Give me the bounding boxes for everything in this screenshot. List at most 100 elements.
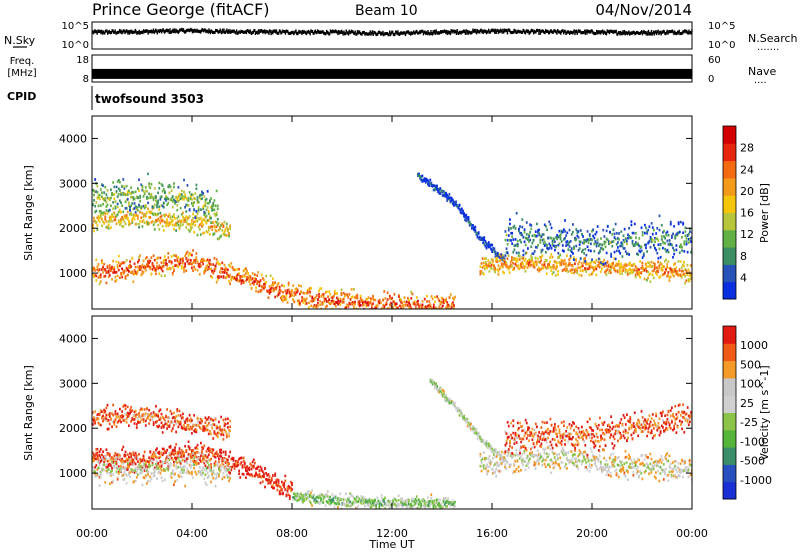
range-cell xyxy=(135,271,138,275)
range-cell xyxy=(160,464,163,468)
range-cell xyxy=(147,221,149,224)
range-cell xyxy=(450,302,453,306)
range-cell xyxy=(281,295,283,299)
range-cell xyxy=(546,228,548,232)
range-cell xyxy=(311,300,314,303)
range-cell xyxy=(401,301,404,305)
range-cell xyxy=(232,277,235,280)
range-cell xyxy=(125,207,128,210)
range-cell xyxy=(122,261,125,265)
range-cell xyxy=(139,461,142,464)
range-cell xyxy=(99,204,102,207)
range-cell xyxy=(605,229,608,233)
range-cell xyxy=(141,270,144,273)
range-cell xyxy=(134,214,137,217)
range-cell xyxy=(371,307,373,309)
range-cell xyxy=(108,415,111,418)
range-cell xyxy=(189,466,192,469)
range-cell xyxy=(144,204,147,207)
range-cell xyxy=(153,220,156,224)
range-cell xyxy=(485,257,487,260)
range-cell xyxy=(528,235,530,238)
range-cell xyxy=(191,450,193,454)
range-cell xyxy=(669,267,672,270)
range-cell xyxy=(296,290,299,293)
noise-point xyxy=(421,29,423,33)
range-cell xyxy=(224,234,227,237)
range-cell xyxy=(491,243,494,247)
range-cell xyxy=(95,416,98,420)
range-cell xyxy=(674,236,677,240)
range-cell xyxy=(407,304,409,307)
range-cell xyxy=(98,423,101,426)
range-cell xyxy=(680,276,683,279)
range-cell xyxy=(534,260,537,264)
range-cell xyxy=(572,223,574,226)
range-cell xyxy=(141,470,144,474)
range-cell xyxy=(209,466,211,470)
range-cell xyxy=(666,239,669,243)
range-cell xyxy=(97,454,100,458)
range-cell xyxy=(487,245,490,249)
range-cell xyxy=(667,250,670,254)
range-cell xyxy=(101,211,103,215)
range-cell xyxy=(351,301,354,304)
range-cell xyxy=(653,243,655,247)
range-cell xyxy=(215,221,218,224)
noise-point xyxy=(281,29,284,33)
noise-point xyxy=(654,30,656,34)
range-cell xyxy=(119,276,121,280)
range-cell xyxy=(524,269,527,273)
range-cell xyxy=(684,268,687,271)
range-cell xyxy=(584,239,587,243)
noise-point xyxy=(171,29,173,33)
range-cell xyxy=(184,254,187,258)
range-cell xyxy=(134,270,137,274)
range-cell xyxy=(623,263,626,267)
noise-point xyxy=(593,31,595,35)
range-cell xyxy=(115,222,118,226)
range-cell xyxy=(110,226,112,229)
noise-point xyxy=(497,28,499,32)
range-cell xyxy=(203,269,206,273)
noise-point xyxy=(515,29,517,33)
range-cell xyxy=(96,454,99,458)
range-cell xyxy=(122,459,125,463)
range-cell xyxy=(193,463,196,466)
range-cell xyxy=(146,263,148,266)
noise-point xyxy=(170,30,173,34)
range-cell xyxy=(650,240,653,244)
range-cell xyxy=(114,275,117,279)
range-cell xyxy=(660,238,663,241)
range-cell xyxy=(150,256,153,259)
range-cell xyxy=(260,475,263,479)
noise-point xyxy=(446,29,448,33)
range-cell xyxy=(665,233,668,237)
range-cell xyxy=(278,291,281,295)
range-cell xyxy=(125,193,128,196)
range-cell xyxy=(631,264,634,267)
range-cell xyxy=(655,232,658,235)
noise-point xyxy=(253,29,255,33)
noise-point xyxy=(543,30,545,34)
range-cell xyxy=(153,187,156,190)
range-cell xyxy=(274,286,277,290)
range-cell xyxy=(134,466,137,470)
range-cell xyxy=(484,257,486,261)
noise-point xyxy=(188,29,191,33)
range-cell xyxy=(166,467,169,470)
range-cell xyxy=(609,241,611,244)
range-cell xyxy=(555,236,557,239)
noise-point xyxy=(566,30,569,34)
range-cell xyxy=(149,211,152,214)
range-cell xyxy=(152,265,155,269)
noise-point xyxy=(352,30,354,34)
noise-point xyxy=(278,31,280,35)
noise-point xyxy=(618,31,620,35)
range-cell xyxy=(165,422,167,426)
range-cell xyxy=(150,221,153,224)
range-cell xyxy=(304,299,307,302)
range-cell xyxy=(456,204,459,208)
noise-point xyxy=(115,31,117,35)
range-cell xyxy=(209,469,211,472)
